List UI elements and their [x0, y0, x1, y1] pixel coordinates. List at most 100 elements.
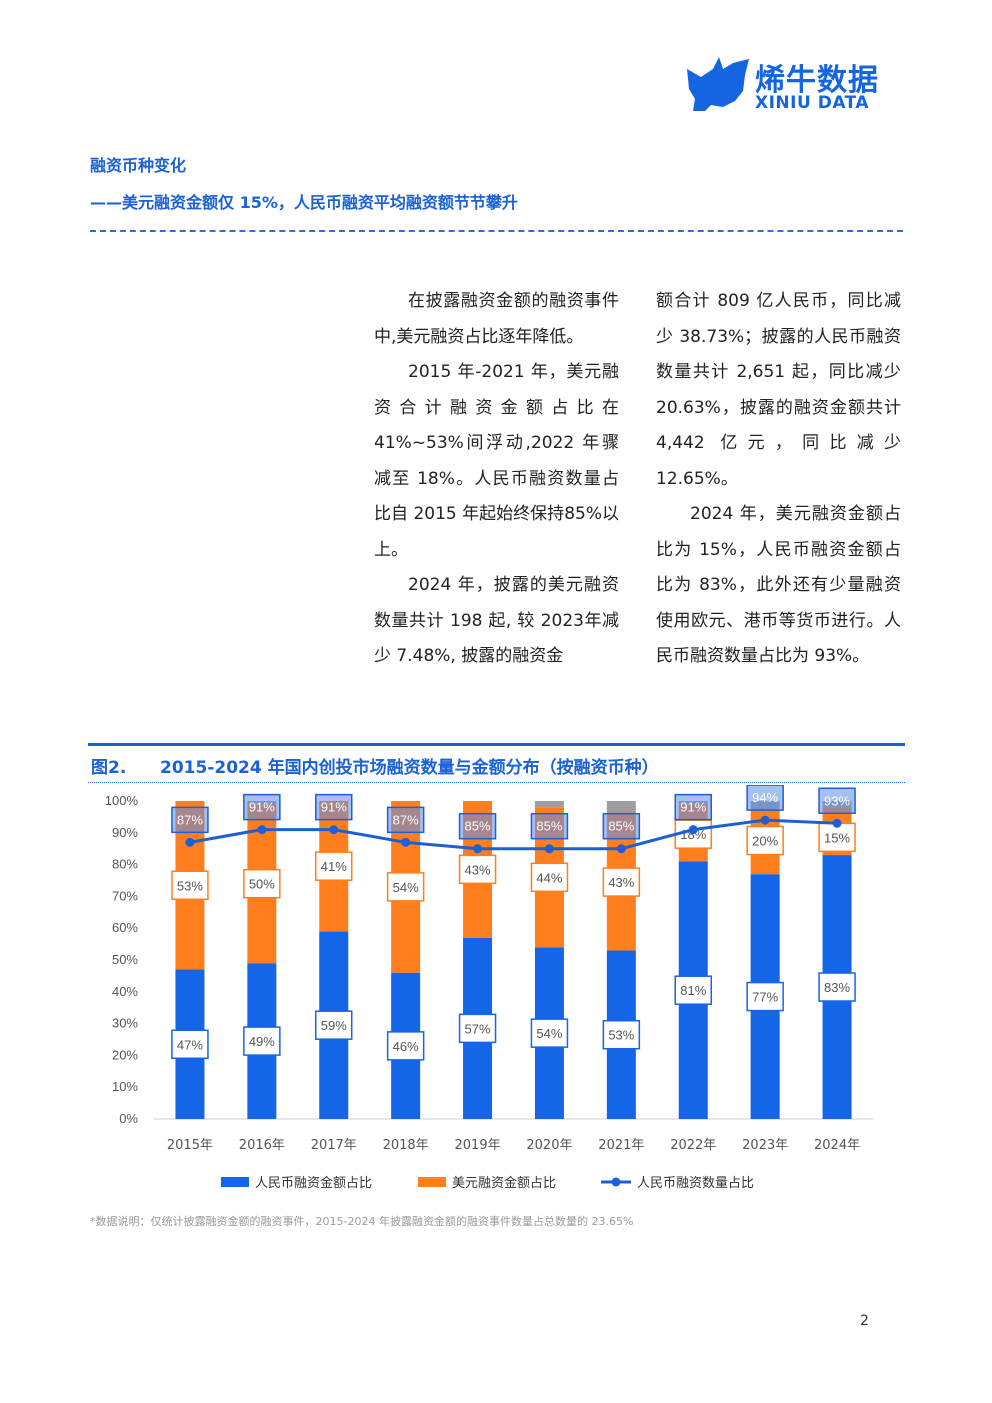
bar-other-amount [534, 801, 564, 808]
y-tick-label: 20% [112, 1047, 138, 1062]
line-data-label: 87% [393, 812, 419, 827]
stacked-bar-line-chart: 0% 10% 20% 30% 40% 50% 60% 70% 80% 90% 100% 2015年 20… [105, 785, 873, 1191]
data-label-box [458, 1013, 497, 1044]
data-label: 53% [608, 1028, 634, 1043]
line-data-label: 85% [608, 819, 634, 834]
line-point [760, 815, 770, 825]
figure-dotted-rule [88, 782, 905, 783]
legend-swatch [418, 1177, 446, 1187]
logo: 烯牛数据 XINIU DATA [683, 55, 903, 115]
data-label-box [602, 1019, 641, 1050]
data-label-box [746, 981, 784, 1012]
y-tick-label: 40% [112, 984, 138, 999]
data-label-box [171, 870, 209, 901]
legend-label: 人民币融资数量占比 [637, 1176, 754, 1191]
data-label-box [602, 867, 641, 897]
figure-label: 图2. [91, 758, 127, 778]
line-point [544, 844, 554, 854]
y-tick-label: 100% [105, 793, 139, 808]
x-tick-label: 2020年 [526, 1138, 572, 1153]
line-data-label: 94% [752, 790, 778, 805]
rhino-logo-icon [687, 57, 749, 111]
dashed-divider [90, 230, 903, 232]
line-data-label: 91% [249, 800, 275, 815]
data-label-box [243, 868, 281, 899]
y-tick-label: 30% [112, 1016, 138, 1031]
paragraph: 2024 年，披露的美元融资数量共计 198 起, 较 2023年减少 7.48… [374, 575, 619, 666]
data-label-box [386, 1031, 425, 1061]
line-point [688, 825, 698, 835]
line-point [473, 844, 483, 854]
data-label: 43% [608, 875, 634, 890]
data-label: 53% [177, 878, 203, 893]
line-data-label-box [602, 812, 641, 840]
line-data-label: 87% [177, 812, 203, 827]
text-column-left: 在披露融资金额的融资事件中,美元融资占比逐年降低。 2015 年-2021 年，… [374, 284, 619, 675]
data-label-box [243, 1026, 281, 1056]
data-label: 46% [393, 1039, 419, 1054]
section-title: 融资币种变化 [90, 156, 187, 175]
x-tick-label: 2018年 [383, 1138, 429, 1153]
line-point [832, 818, 842, 828]
section-subtitle: ——美元融资金额仅 15%，人民币融资平均融资额节节攀升 [90, 193, 518, 212]
line-data-label: 85% [536, 819, 562, 834]
x-tick-label: 2021年 [598, 1138, 644, 1153]
x-tick-label: 2017年 [311, 1138, 357, 1153]
x-tick-label: 2024年 [814, 1138, 860, 1153]
y-tick-label: 70% [112, 888, 138, 903]
data-label: 83% [824, 980, 850, 995]
data-label-box [458, 854, 497, 885]
line-point [185, 837, 195, 847]
text-column-right: 额合计 809 亿人民币，同比减少 38.73%；披露的人民币融资数量共计 2,… [656, 284, 901, 675]
line-data-label: 85% [465, 819, 491, 834]
data-label: 50% [249, 877, 275, 892]
data-label-box [386, 872, 425, 902]
data-label: 54% [536, 1026, 562, 1041]
legend-swatch [221, 1177, 249, 1187]
data-note: *数据说明：仅统计披露融资金额的融资事件，2015-2024 年披露融资金额的融… [90, 1215, 634, 1228]
data-label: 47% [177, 1037, 203, 1052]
data-label: 15% [824, 830, 850, 845]
line-point [616, 844, 626, 854]
line-point [257, 825, 267, 835]
line-point [401, 837, 411, 847]
data-label-box [530, 1018, 569, 1048]
line-data-label-box [530, 812, 569, 840]
data-label-box [746, 825, 784, 856]
y-tick-label: 50% [112, 952, 138, 967]
figure-title: 2015-2024 年国内创投市场融资数量与金额分布（按融资币种） [160, 758, 659, 778]
data-label: 41% [321, 859, 347, 874]
logo-text-en: XINIU DATA [755, 93, 870, 113]
data-label: 81% [680, 983, 706, 998]
x-tick-label: 2015年 [167, 1138, 213, 1153]
y-tick-label: 90% [112, 825, 138, 840]
data-label: 44% [536, 870, 562, 885]
data-label: 20% [752, 834, 778, 849]
line-data-label-box [674, 793, 712, 821]
data-label: 57% [465, 1021, 491, 1036]
line-point [329, 825, 339, 835]
data-label: 59% [321, 1018, 347, 1033]
line-data-label-box [243, 793, 281, 821]
line-rmb-count [189, 818, 838, 851]
data-label: 43% [465, 862, 491, 877]
legend-label: 美元融资金额占比 [452, 1175, 556, 1191]
line-data-label-box [458, 812, 497, 840]
data-label-box [530, 862, 569, 893]
paragraph: 2015 年-2021 年，美元融资合计融资金额占比在41%~53%间浮动,20… [374, 362, 619, 560]
bar-other-amount [606, 801, 636, 814]
data-label-box [171, 1029, 209, 1060]
y-tick-label: 80% [112, 857, 138, 872]
data-label-box [674, 975, 712, 1005]
legend-label: 人民币融资金额占比 [255, 1175, 372, 1191]
data-label-box [315, 851, 353, 881]
data-label-box [818, 972, 856, 1002]
x-tick-label: 2022年 [670, 1138, 716, 1153]
line-data-label-box [818, 787, 856, 815]
logo-text-cn: 烯牛数据 [755, 63, 879, 98]
x-tick-label: 2019年 [455, 1138, 501, 1153]
line-data-label: 91% [680, 800, 706, 815]
y-tick-label: 60% [112, 920, 138, 935]
line-data-label: 91% [321, 800, 347, 815]
legend-swatch-marker [611, 1177, 621, 1187]
